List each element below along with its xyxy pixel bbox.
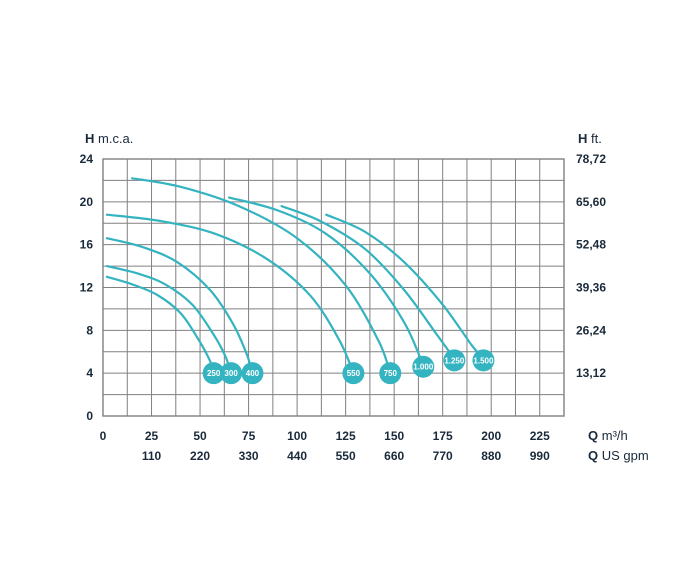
ytick-left-12: 12 xyxy=(80,281,94,295)
xtick-gpm-110: 110 xyxy=(142,449,162,463)
ytick-right-13,12: 13,12 xyxy=(576,366,606,380)
marker-label-400: 400 xyxy=(246,369,260,378)
marker-label-750: 750 xyxy=(384,369,398,378)
pump-curve-chart: 2503004005507501.0001.2501.5000481216202… xyxy=(0,0,696,564)
xtick-gpm-770: 770 xyxy=(433,449,453,463)
marker-label-1.500: 1.500 xyxy=(473,356,494,365)
marker-label-250: 250 xyxy=(207,369,221,378)
xtick-m3h-175: 175 xyxy=(433,429,453,443)
xtick-gpm-220: 220 xyxy=(190,449,210,463)
xtick-m3h-125: 125 xyxy=(336,429,356,443)
xtick-m3h-225: 225 xyxy=(530,429,550,443)
xtick-m3h-25: 25 xyxy=(145,429,159,443)
xtick-m3h-100: 100 xyxy=(287,429,307,443)
ytick-left-20: 20 xyxy=(80,195,94,209)
ytick-left-8: 8 xyxy=(86,323,93,337)
marker-label-550: 550 xyxy=(347,369,361,378)
xtick-gpm-550: 550 xyxy=(336,449,356,463)
ytick-left-4: 4 xyxy=(86,366,93,380)
xtick-gpm-330: 330 xyxy=(239,449,259,463)
curve-250 xyxy=(107,277,214,373)
xtick-gpm-660: 660 xyxy=(384,449,404,463)
ytick-right-26,24: 26,24 xyxy=(576,323,606,337)
xtick-m3h-150: 150 xyxy=(384,429,404,443)
ytick-right-39,36: 39,36 xyxy=(576,281,606,295)
marker-label-1.000: 1.000 xyxy=(413,363,434,372)
ylabel-right: H ft. xyxy=(578,131,602,146)
chart-svg: 2503004005507501.0001.2501.5000481216202… xyxy=(0,0,696,564)
ytick-right-78,72: 78,72 xyxy=(576,152,606,166)
xtick-m3h-50: 50 xyxy=(193,429,207,443)
xtick-m3h-0: 0 xyxy=(100,429,107,443)
curve-750 xyxy=(132,178,390,373)
curve-550 xyxy=(107,215,354,373)
ytick-right-65,60: 65,60 xyxy=(576,195,606,209)
xlabel-gpm: Q US gpm xyxy=(588,448,649,463)
ytick-left-16: 16 xyxy=(80,238,94,252)
marker-label-1.250: 1.250 xyxy=(444,356,465,365)
ytick-left-0: 0 xyxy=(86,409,93,423)
curve-400 xyxy=(107,238,253,373)
xlabel-m3h: Q m³/h xyxy=(588,428,628,443)
xtick-gpm-880: 880 xyxy=(481,449,501,463)
xtick-m3h-200: 200 xyxy=(481,429,501,443)
ytick-left-24: 24 xyxy=(80,152,94,166)
xtick-gpm-440: 440 xyxy=(287,449,307,463)
curve-1.000 xyxy=(229,198,421,361)
ylabel-left: H m.c.a. xyxy=(85,131,133,146)
marker-label-300: 300 xyxy=(224,369,238,378)
xtick-gpm-990: 990 xyxy=(530,449,550,463)
ytick-right-52,48: 52,48 xyxy=(576,238,606,252)
curve-1.250 xyxy=(282,206,453,356)
xtick-m3h-75: 75 xyxy=(242,429,256,443)
curve-1.500 xyxy=(326,215,481,356)
